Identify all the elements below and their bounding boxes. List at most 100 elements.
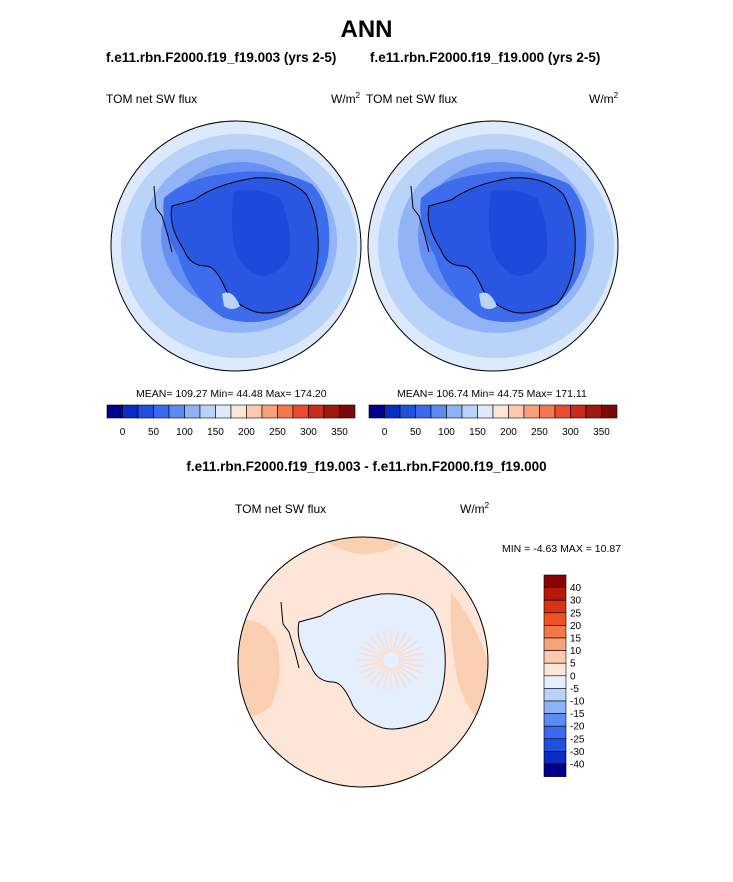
right-stats: MEAN= 106.74 Min= 44.75 Max= 171.11 [397,388,587,400]
colorbar-tick-label: 300 [300,427,317,438]
colorbar-cell [543,738,567,752]
colorbar-cell [543,700,567,714]
colorbar-cell [543,612,567,626]
colorbar-tick-label: 150 [469,427,486,438]
colorbar-cell [461,404,478,419]
colorbar-cell [368,404,385,419]
colorbar-tick-label: -40 [570,760,585,771]
colorbar-tick-label: 0 [382,427,388,438]
colorbar-cell [215,404,232,419]
colorbar-cell [543,751,567,765]
colorbar-tick-label: -20 [570,722,585,733]
left-colorbar: 0 50 100 150 200 250 300 350 [106,404,356,438]
colorbar-cell [339,404,356,419]
diff-units-label: W/m2 [460,501,490,516]
interior-anomaly-streak [369,665,387,684]
colorbar-tick-label: 200 [238,427,255,438]
peninsula-coast [153,185,173,253]
colorbar-cell [539,404,556,419]
interior-anomaly-streak [397,662,422,674]
colorbar-tick-label: 200 [500,427,517,438]
colorbar-cell [492,404,509,419]
colorbar-cell [508,404,525,419]
right-case-title: f.e11.rbn.F2000.f19_f19.000 (yrs 2-5) [370,50,601,65]
left-stats: MEAN= 109.27 Min= 44.48 Max= 174.20 [136,388,327,400]
colorbar-cell [543,725,567,740]
colorbar-tick-label: 0 [120,427,126,438]
colorbar-tick-label: 30 [570,596,582,607]
colorbar-tick-labels: 0 50 100 150 200 250 300 350 [120,427,349,438]
colorbar-tick-label: -10 [570,697,585,708]
colorbar-cells [368,404,618,419]
interior-anomaly-streak [392,630,400,653]
colorbar-cells [543,574,567,777]
positive-anomaly-patch [450,592,488,732]
right-units-label: W/m2 [589,91,619,106]
map-frame [367,120,619,372]
colorbar-cell [399,404,416,419]
colorbar-tick-label: 40 [570,583,582,594]
colorbar-cell [323,404,340,419]
colorbar-tick-label: 100 [438,427,455,438]
colorbar-tick-label: -5 [570,684,579,695]
colorbar-tick-label: -15 [570,709,585,720]
colorbar-cell [230,404,247,419]
colorbar-tick-label: 150 [207,427,224,438]
colorbar-tick-label: 15 [570,634,582,645]
colorbar-tick-label: 50 [148,427,160,438]
ross-shelf-patch [222,292,240,309]
colorbar-cell [106,404,123,419]
positive-anomaly-patch [238,620,280,717]
antarctica-outline [297,593,446,730]
colorbar-cell [543,713,567,727]
colorbar-cell [477,404,494,419]
colorbar-cell [292,404,309,419]
colorbar-cells [106,404,356,419]
interior-anomaly-streak [398,661,425,668]
difference-title: f.e11.rbn.F2000.f19_f19.003 - f.e11.rbn.… [186,459,547,474]
colorbar-cell [543,675,567,689]
colorbar-cell [261,404,278,419]
interior-anomaly-streak [364,640,386,656]
interior-anomaly-streak [375,666,389,688]
colorbar-cell [543,688,567,702]
colorbar-cell [570,404,587,419]
colorbar-cell [184,404,201,419]
colorbar-tick-label: 5 [570,659,576,670]
colorbar-tick-label: 350 [331,427,348,438]
interior-anomaly-streak [392,667,400,690]
left-case-title: f.e11.rbn.F2000.f19_f19.003 (yrs 2-5) [106,50,337,65]
ross-shelf-patch [479,292,497,309]
colorbar-cell [543,587,567,601]
interior-anomaly-streak [393,632,407,654]
colorbar-tick-label: 250 [531,427,548,438]
map-frame [110,120,362,372]
peninsula-coast [410,185,430,253]
colorbar-tick-label: -30 [570,747,585,758]
interior-anomaly-streak [393,666,407,688]
colorbar-cell [137,404,154,419]
interior-anomaly-streak [360,662,385,674]
colorbar-cell [446,404,463,419]
difference-polar-map [237,536,489,788]
map-frame [237,536,489,788]
colorbar-tick-label: 250 [269,427,286,438]
colorbar-cell [543,599,567,614]
interior-anomaly-streak [357,661,384,668]
colorbar-cell [153,404,170,419]
colorbar-cell [543,637,567,651]
colorbar-cell [199,404,216,419]
colorbar-cell [415,404,432,419]
interior-anomaly-streak [395,665,413,684]
colorbar-cell [554,404,571,419]
interior-anomaly-streak [375,632,389,654]
colorbar-cell [246,404,263,419]
interior-anomaly-streak [364,664,386,680]
colorbar-cell [543,650,567,664]
diff-stats: MIN = -4.63 MAX = 10.87 [502,543,622,555]
interior-anomaly-streak [395,636,413,655]
interior-anomaly-streak [382,630,390,653]
right-variable-label: TOM net SW flux [366,92,458,106]
interior-anomaly-streak [398,652,425,659]
